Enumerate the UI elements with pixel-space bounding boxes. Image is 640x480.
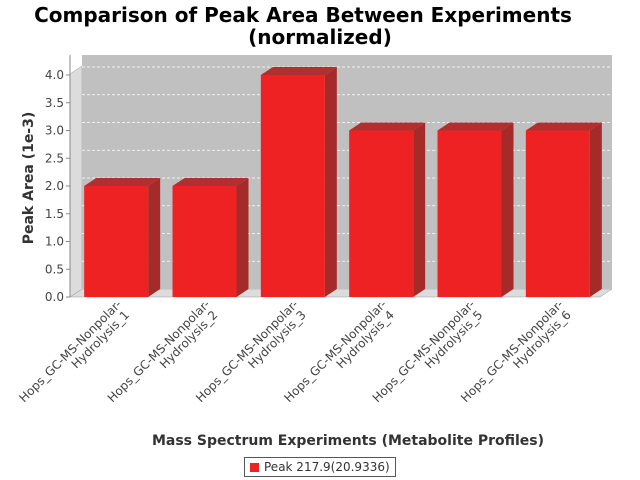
bar-side <box>501 122 514 297</box>
bar-top <box>172 178 249 186</box>
bar <box>172 186 237 297</box>
bar-top <box>525 122 602 131</box>
bar-side <box>148 178 161 297</box>
legend-swatch <box>250 462 259 472</box>
y-tick-label: 1.5 <box>45 207 64 221</box>
chart-title: Comparison of Peak Area Between Experime… <box>34 3 572 27</box>
bar-top <box>84 178 161 186</box>
bar-side <box>324 67 337 297</box>
bar <box>525 130 590 297</box>
bar-top <box>349 122 426 131</box>
bar <box>260 75 325 297</box>
y-tick-label: 2.0 <box>45 179 64 193</box>
gridlines <box>82 66 612 262</box>
legend: Peak 217.9(20.9336) <box>244 457 396 477</box>
y-tick-label: 2.5 <box>45 151 64 165</box>
bar-top <box>260 67 337 75</box>
bar-side <box>413 122 426 297</box>
bar <box>84 186 149 297</box>
legend-label: Peak 217.9(20.9336) <box>264 460 390 474</box>
chart-subtitle: (normalized) <box>248 25 392 49</box>
bar-top <box>437 122 514 131</box>
x-axis-label: Mass Spectrum Experiments (Metabolite Pr… <box>152 433 544 449</box>
x-ticks: Hops_GC-MS-Nonpolar-Hydrolysis_1Hops_GC-… <box>16 297 573 405</box>
y-tick-label: 0.0 <box>45 290 64 304</box>
y-tick-label: 3.0 <box>45 124 64 138</box>
y-tick-label: 1.0 <box>45 235 64 249</box>
bar-side <box>236 178 249 297</box>
y-axis-label: Peak Area (1e-3) <box>21 112 37 245</box>
back-wall <box>82 55 612 289</box>
bar <box>437 130 502 297</box>
bar-side <box>589 122 602 297</box>
y-tick-label: 0.5 <box>45 262 64 276</box>
y-ticks: 0.0 0.5 1.0 1.5 2.0 2.5 3.0 3.5 4.0 <box>45 68 70 304</box>
y-tick-label: 3.5 <box>45 96 64 110</box>
bars <box>84 67 602 297</box>
plot-area: 0.0 0.5 1.0 1.5 2.0 2.5 3.0 3.5 4.0 Hops_GC-MS-N… <box>16 55 613 405</box>
left-wall <box>69 65 83 298</box>
bar <box>349 130 414 297</box>
y-tick-label: 4.0 <box>45 68 64 82</box>
